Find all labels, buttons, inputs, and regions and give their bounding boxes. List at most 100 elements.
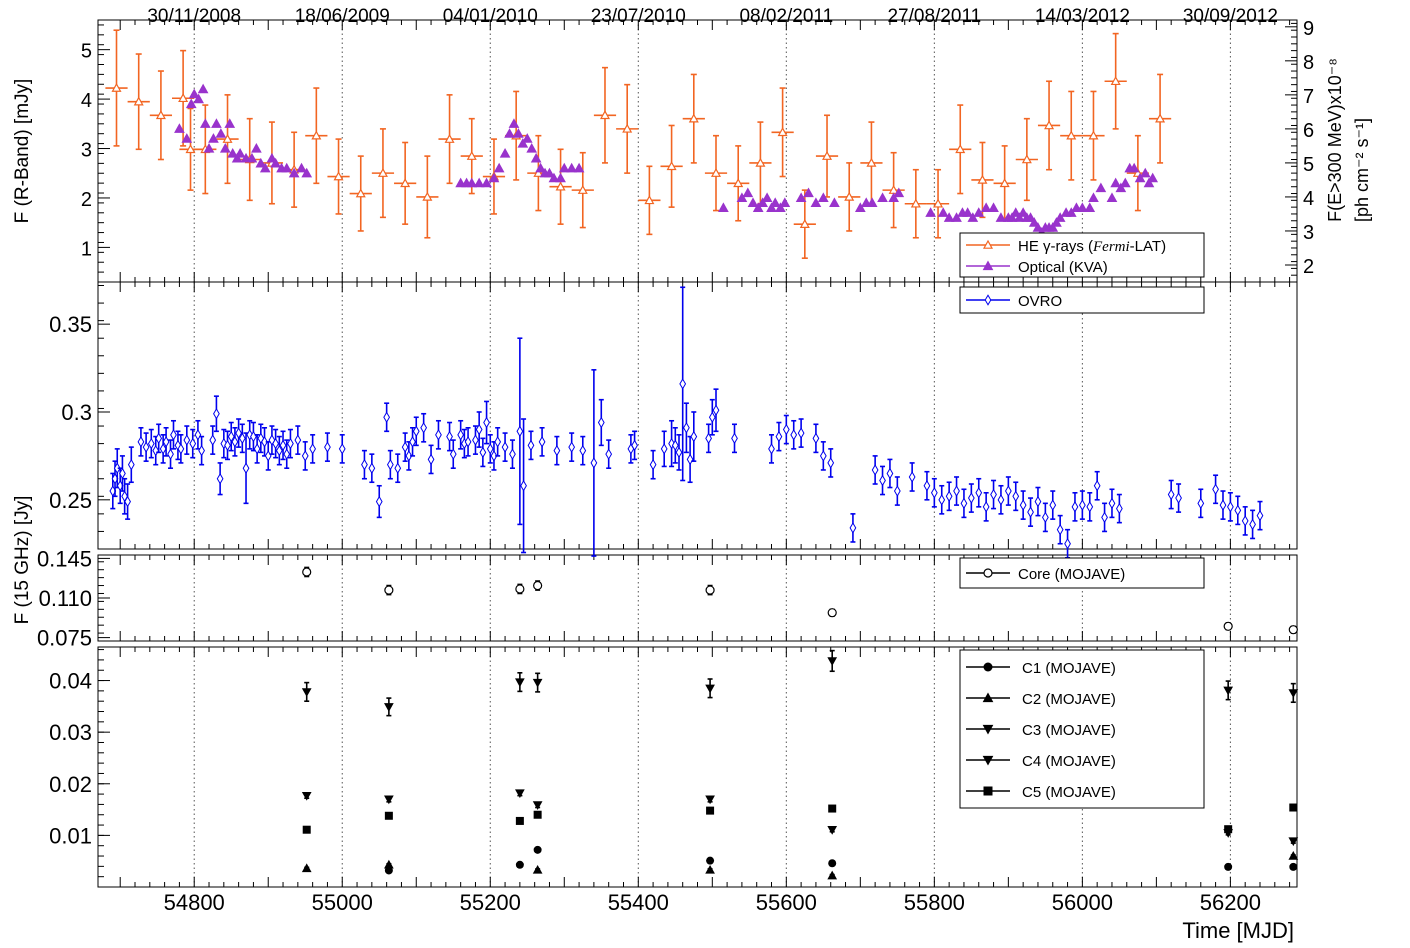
data-point <box>686 453 694 466</box>
data-point <box>1071 501 1079 513</box>
x-tick-label: 55800 <box>904 890 965 915</box>
data-point <box>383 411 391 424</box>
data-point <box>766 202 777 212</box>
data-point <box>671 439 679 452</box>
data-point <box>220 437 228 450</box>
x-tick-label: 55000 <box>312 890 373 915</box>
data-point <box>712 404 720 417</box>
data-point <box>488 172 500 183</box>
data-point <box>544 167 555 178</box>
data-point <box>183 434 191 446</box>
data-point <box>573 162 585 173</box>
data-point <box>216 472 224 485</box>
data-point <box>893 485 901 497</box>
data-point <box>1012 490 1020 503</box>
y-tick-label: 0.01 <box>49 823 92 848</box>
data-point <box>1175 492 1182 504</box>
legend-box <box>959 557 1205 589</box>
data-point <box>566 162 578 173</box>
data-point <box>1066 130 1077 140</box>
legend-label-core: Core (MOJAVE) <box>1018 566 1125 583</box>
data-point <box>479 446 487 459</box>
data-point <box>288 167 300 178</box>
date-label: 23/07/2010 <box>591 6 686 27</box>
data-point <box>644 195 655 205</box>
data-point <box>553 444 561 457</box>
data-point <box>1167 488 1175 501</box>
data-point <box>264 450 272 462</box>
data-point <box>1078 499 1086 511</box>
data-point <box>501 441 509 453</box>
data-point <box>1234 504 1242 517</box>
data-point <box>828 804 837 813</box>
data-point <box>375 495 383 508</box>
data-point <box>1256 509 1264 522</box>
data-point <box>444 133 455 143</box>
data-point <box>185 144 196 154</box>
data-point <box>819 450 827 462</box>
data-point <box>953 485 960 497</box>
y-tick-label-right: 6 <box>1303 120 1314 142</box>
data-point <box>688 113 699 123</box>
data-point <box>1134 172 1146 183</box>
data-point <box>1019 499 1027 511</box>
data-point <box>515 860 524 869</box>
data-point <box>1110 76 1121 86</box>
data-point <box>281 162 293 173</box>
series-ovro <box>109 286 1264 559</box>
data-point <box>311 130 322 140</box>
date-label: 04/01/2010 <box>443 6 538 27</box>
data-point <box>301 688 312 697</box>
date-label: 14/03/2012 <box>1035 6 1130 27</box>
data-point <box>377 167 388 177</box>
data-point <box>1223 686 1234 696</box>
series-filled-triangle <box>174 83 1159 237</box>
y-tick-label: 0.075 <box>37 626 92 651</box>
data-point <box>736 192 748 203</box>
data-point <box>1054 212 1066 222</box>
data-point <box>272 437 280 450</box>
data-point <box>943 212 955 222</box>
data-point <box>923 479 931 492</box>
data-point <box>982 692 994 703</box>
x-tick-label: 56000 <box>1052 890 1113 915</box>
data-point <box>757 197 768 208</box>
data-point <box>174 123 185 133</box>
data-point <box>660 443 668 455</box>
data-point <box>405 450 413 462</box>
y-tick-label: 0.02 <box>49 772 92 797</box>
series-c1 <box>384 845 1298 875</box>
data-point <box>227 147 239 158</box>
data-point <box>224 118 236 128</box>
data-point <box>706 806 715 815</box>
data-point <box>849 522 857 534</box>
legend-panel-2: OVRO <box>959 286 1205 314</box>
data-point <box>435 429 442 441</box>
data-point <box>287 437 294 450</box>
data-point <box>412 425 420 438</box>
data-point <box>799 218 810 228</box>
data-point <box>1147 172 1159 183</box>
y-tick-label-right: 9 <box>1303 18 1314 40</box>
series-c5 <box>302 803 1298 834</box>
data-point <box>301 450 309 462</box>
data-point <box>871 464 879 476</box>
data-point <box>980 202 992 212</box>
data-point <box>938 494 946 506</box>
data-point <box>803 187 814 198</box>
data-point <box>532 864 543 874</box>
data-point <box>951 212 962 222</box>
data-point <box>829 197 840 208</box>
data-point <box>548 172 560 183</box>
data-point <box>515 789 525 799</box>
data-point <box>124 495 131 508</box>
series-open-triangle <box>105 29 1172 259</box>
data-point <box>231 436 239 448</box>
data-point <box>1093 479 1101 492</box>
data-point <box>515 816 524 825</box>
y-tick-label-left: 4 <box>81 90 92 112</box>
data-point <box>666 161 677 171</box>
data-point <box>224 439 231 452</box>
data-point <box>705 585 715 595</box>
x-tick-label: 56200 <box>1200 890 1261 915</box>
